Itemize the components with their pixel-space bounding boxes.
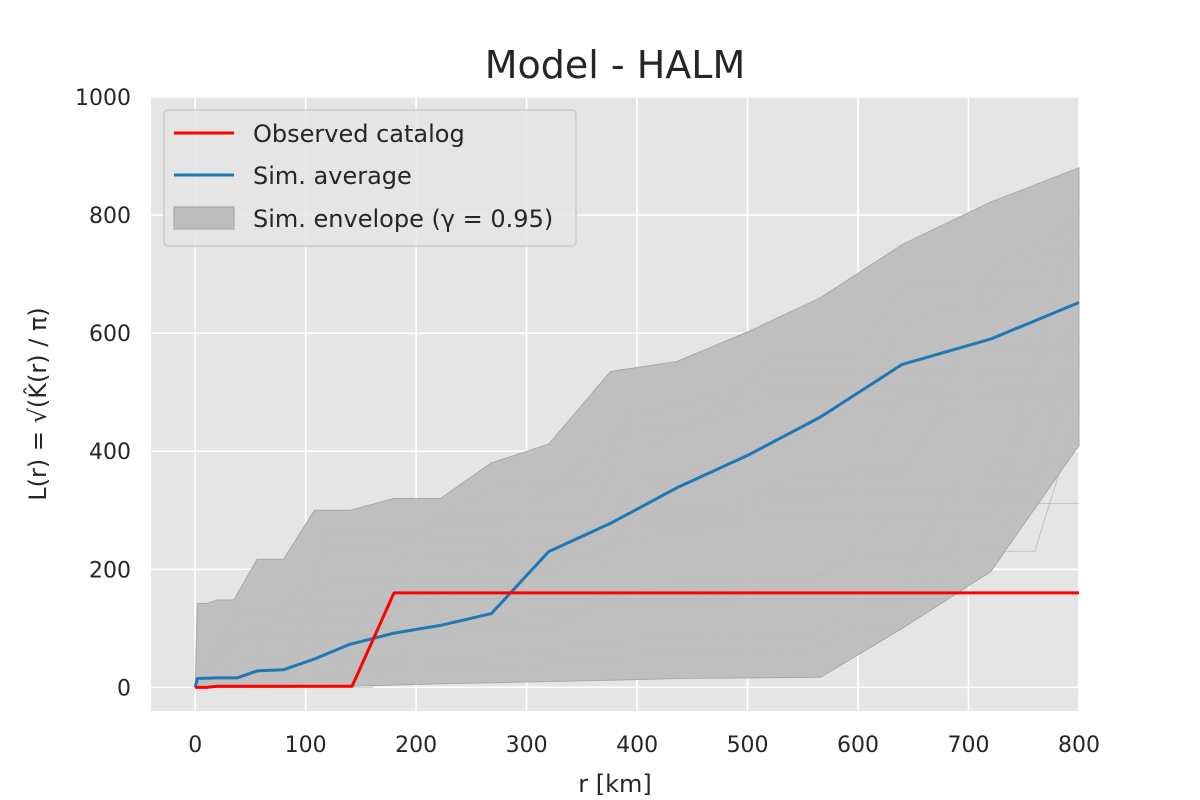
x-tick-label: 400	[616, 733, 658, 758]
y-tick-label: 800	[89, 204, 131, 229]
legend: Observed catalog Sim. average Sim. envel…	[163, 109, 577, 247]
x-tick-label: 800	[1058, 733, 1100, 758]
observed-catalog-line	[195, 591, 1079, 689]
y-tick-label: 1000	[75, 86, 131, 111]
legend-observed-label: Observed catalog	[253, 120, 465, 148]
x-tick-label: 700	[948, 733, 990, 758]
x-tick-label: 300	[506, 733, 548, 758]
sim-average-line	[193, 301, 1080, 688]
legend-envelope-swatch	[173, 206, 235, 230]
x-axis-label: r [km]	[578, 770, 652, 798]
y-tick-label: 0	[117, 676, 131, 701]
chart-title: Model - HALM	[485, 43, 746, 87]
tick-labels: 0 100 200 300 400 500 600 700 800 0 200 400 600 800 10…	[75, 86, 1100, 758]
y-axis-label: L(r) = √(K̂(r) / π)	[24, 307, 52, 500]
legend-box	[163, 109, 577, 247]
x-tick-label: 100	[285, 733, 327, 758]
y-tick-label: 200	[89, 558, 131, 583]
x-tick-label: 600	[837, 733, 879, 758]
x-tick-label: 500	[727, 733, 769, 758]
legend-envelope-label: Sim. envelope (γ = 0.95)	[253, 205, 553, 233]
legend-average-label: Sim. average	[253, 162, 412, 190]
y-tick-label: 600	[89, 322, 131, 347]
x-tick-label: 0	[188, 733, 202, 758]
x-tick-label: 200	[395, 733, 437, 758]
y-tick-label: 400	[89, 440, 131, 465]
